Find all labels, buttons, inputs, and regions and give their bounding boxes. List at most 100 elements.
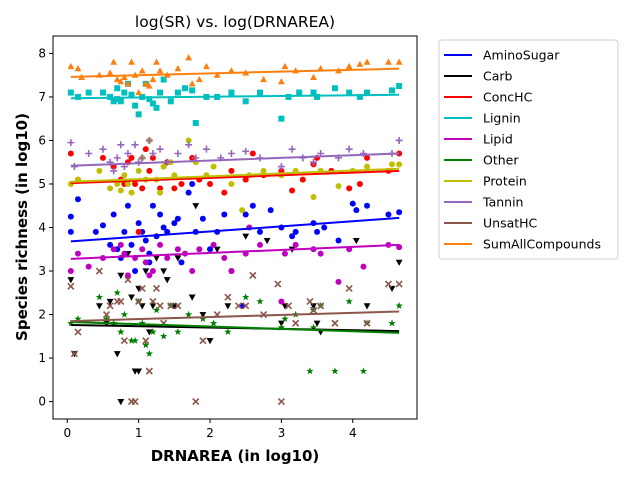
data-point-lignin (356, 93, 363, 100)
data-point-other (127, 336, 136, 344)
data-point-tannin (138, 154, 146, 162)
data-point-unsathc (145, 367, 153, 375)
series-protein (67, 137, 403, 214)
data-point-carb (188, 294, 196, 301)
legend-label: SumAllCompounds (483, 237, 601, 252)
data-point-aminosugar (335, 237, 342, 244)
data-point-unsathc (156, 302, 164, 310)
legend-label: Lignin (483, 111, 521, 126)
data-point-lignin (85, 89, 92, 96)
data-point-carb (149, 303, 157, 310)
data-point-other (149, 328, 157, 336)
data-point-aminosugar (396, 209, 403, 216)
data-point-lignin (67, 89, 74, 96)
data-point-tannin (288, 145, 296, 153)
data-point-unsathc (70, 350, 78, 358)
data-point-unsathc (102, 310, 111, 319)
data-point-tannin (131, 141, 139, 149)
data-point-sumallcompounds (135, 88, 143, 96)
data-point-carb (135, 368, 143, 375)
data-point-lipid (189, 268, 196, 275)
data-point-aminosugar (242, 211, 249, 218)
data-point-unsathc (120, 337, 128, 345)
data-point-protein (335, 183, 342, 190)
data-point-carb (242, 233, 250, 240)
data-point-aminosugar (128, 241, 135, 248)
data-point-lignin (146, 96, 153, 103)
data-point-other (331, 367, 339, 375)
data-point-carb (138, 303, 146, 310)
data-point-lignin (157, 89, 164, 96)
data-point-aminosugar (121, 228, 128, 235)
data-point-tannin (227, 150, 235, 158)
x-tick-label: 1 (135, 426, 143, 440)
data-point-sumallcompounds (74, 65, 82, 72)
data-point-aminosugar (289, 233, 296, 240)
data-point-lipid (196, 246, 203, 253)
data-point-protein (310, 194, 317, 201)
legend-label: Carb (483, 69, 513, 84)
data-point-protein (114, 180, 121, 187)
series-tannin (67, 136, 403, 175)
data-point-lignin (167, 98, 174, 105)
data-point-sumallcompounds (145, 82, 153, 89)
fit-line-other (70, 320, 400, 334)
data-point-other (281, 315, 289, 322)
data-point-protein (121, 172, 128, 179)
data-point-conchc (289, 187, 296, 194)
data-point-sumallcompounds (260, 75, 267, 83)
data-point-other (359, 367, 368, 375)
data-point-tannin (359, 150, 367, 158)
data-point-conchc (356, 180, 363, 187)
data-point-unsathc (395, 280, 403, 288)
legend-box (438, 39, 619, 260)
data-point-conchc (249, 150, 256, 157)
y-tick-label: 0 (38, 395, 46, 409)
data-point-other (199, 315, 207, 322)
data-point-aminosugar (353, 207, 360, 214)
data-point-unsathc (242, 302, 250, 310)
data-point-sumallcompounds (174, 65, 182, 72)
data-point-lignin (278, 115, 285, 122)
data-point-unsathc (67, 282, 75, 290)
legend-item-protein: Protein (444, 174, 527, 189)
data-point-aminosugar (74, 196, 81, 203)
data-point-aminosugar (164, 228, 171, 235)
data-point-other (145, 349, 153, 357)
data-point-other (131, 336, 139, 344)
legend-items: AminoSugar Carb ConcHC Lignin Lipid Other Prot… (444, 48, 601, 252)
data-point-unsathc (331, 319, 339, 327)
legend-item-aminosugar: AminoSugar (444, 48, 560, 63)
data-point-lignin (310, 89, 317, 96)
data-point-aminosugar (321, 224, 328, 231)
data-point-lignin (117, 98, 124, 105)
data-point-lipid (146, 272, 153, 279)
data-point-lignin (135, 111, 142, 118)
data-point-tannin (113, 154, 121, 162)
data-point-lignin (174, 89, 181, 96)
data-point-aminosugar (221, 211, 228, 218)
data-point-sumallcompounds (363, 58, 371, 65)
data-point-sumallcompounds (188, 80, 196, 87)
data-point-conchc (128, 154, 135, 161)
data-point-conchc (242, 176, 249, 183)
data-point-aminosugar (314, 228, 321, 235)
data-point-lignin (228, 89, 235, 96)
data-point-sumallcompounds (113, 75, 121, 83)
data-point-sumallcompounds (213, 71, 221, 78)
data-point-tannin (395, 136, 403, 144)
data-point-carb (106, 298, 114, 306)
data-point-aminosugar (349, 200, 356, 207)
data-point-carb (388, 285, 396, 293)
data-point-conchc (142, 146, 149, 153)
y-tick-label: 4 (38, 221, 46, 235)
data-point-aminosugar (67, 228, 74, 235)
data-point-carb (174, 255, 182, 262)
data-point-carb (352, 237, 360, 245)
data-point-lipid (221, 254, 228, 261)
legend-label: AminoSugar (483, 48, 560, 63)
fit-line-unsathc (70, 310, 400, 323)
legend-item-sumallcompounds: SumAllCompounds (444, 237, 601, 252)
y-tick-label: 5 (38, 177, 46, 191)
data-point-lignin (346, 89, 353, 96)
